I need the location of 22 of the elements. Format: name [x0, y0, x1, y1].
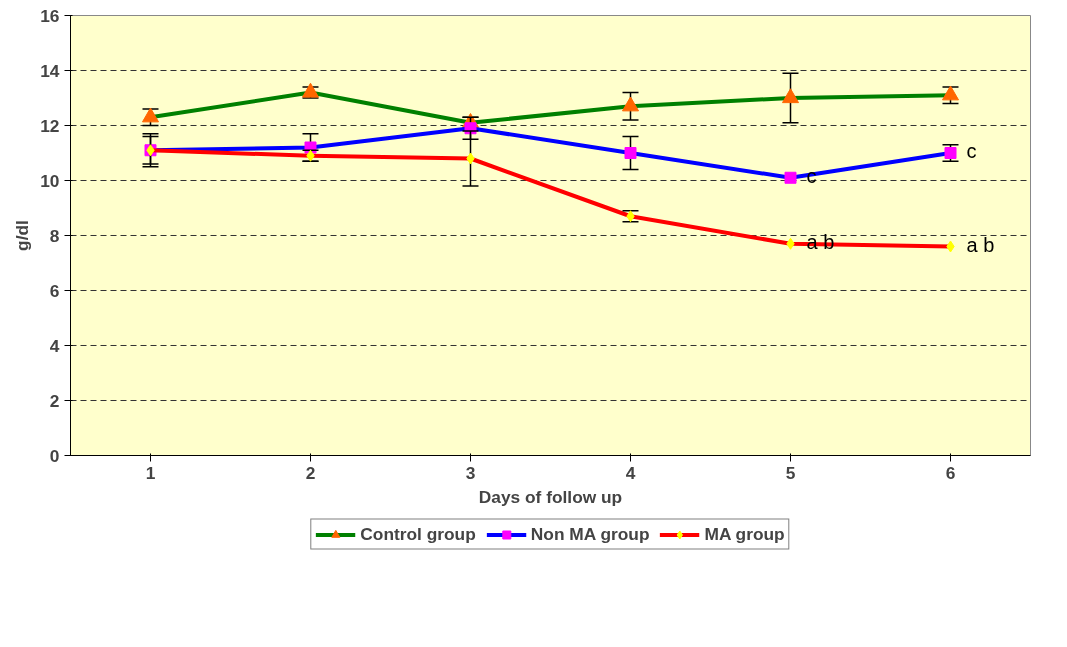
x-axis-title: Days of follow up: [478, 486, 623, 507]
y-tick-label: 4: [49, 335, 60, 356]
y-tick-label: 8: [49, 225, 60, 246]
y-tick-label: 6: [49, 280, 60, 301]
y-tick-label: 12: [40, 115, 60, 136]
y-tick-label: 16: [40, 5, 60, 26]
y-tick-label: 0: [49, 445, 60, 466]
y-tick-label: 10: [40, 170, 60, 191]
y-axis-title: g/dl: [12, 220, 33, 251]
legend-label: Non MA group: [530, 523, 650, 545]
legend-label: MA group: [704, 523, 785, 545]
annotation: c: [966, 140, 977, 162]
x-tick-label: 2: [305, 462, 316, 483]
legend-label: Control group: [360, 523, 476, 545]
x-tick-label: 3: [465, 462, 476, 483]
y-tick-label: 14: [40, 60, 60, 81]
x-tick-label: 5: [785, 462, 796, 483]
x-tick-label: 6: [945, 462, 956, 483]
annotation: a b: [966, 233, 995, 256]
x-tick-label: 1: [145, 462, 156, 483]
x-tick-label: 4: [625, 462, 636, 483]
y-tick-label: 2: [49, 390, 60, 411]
